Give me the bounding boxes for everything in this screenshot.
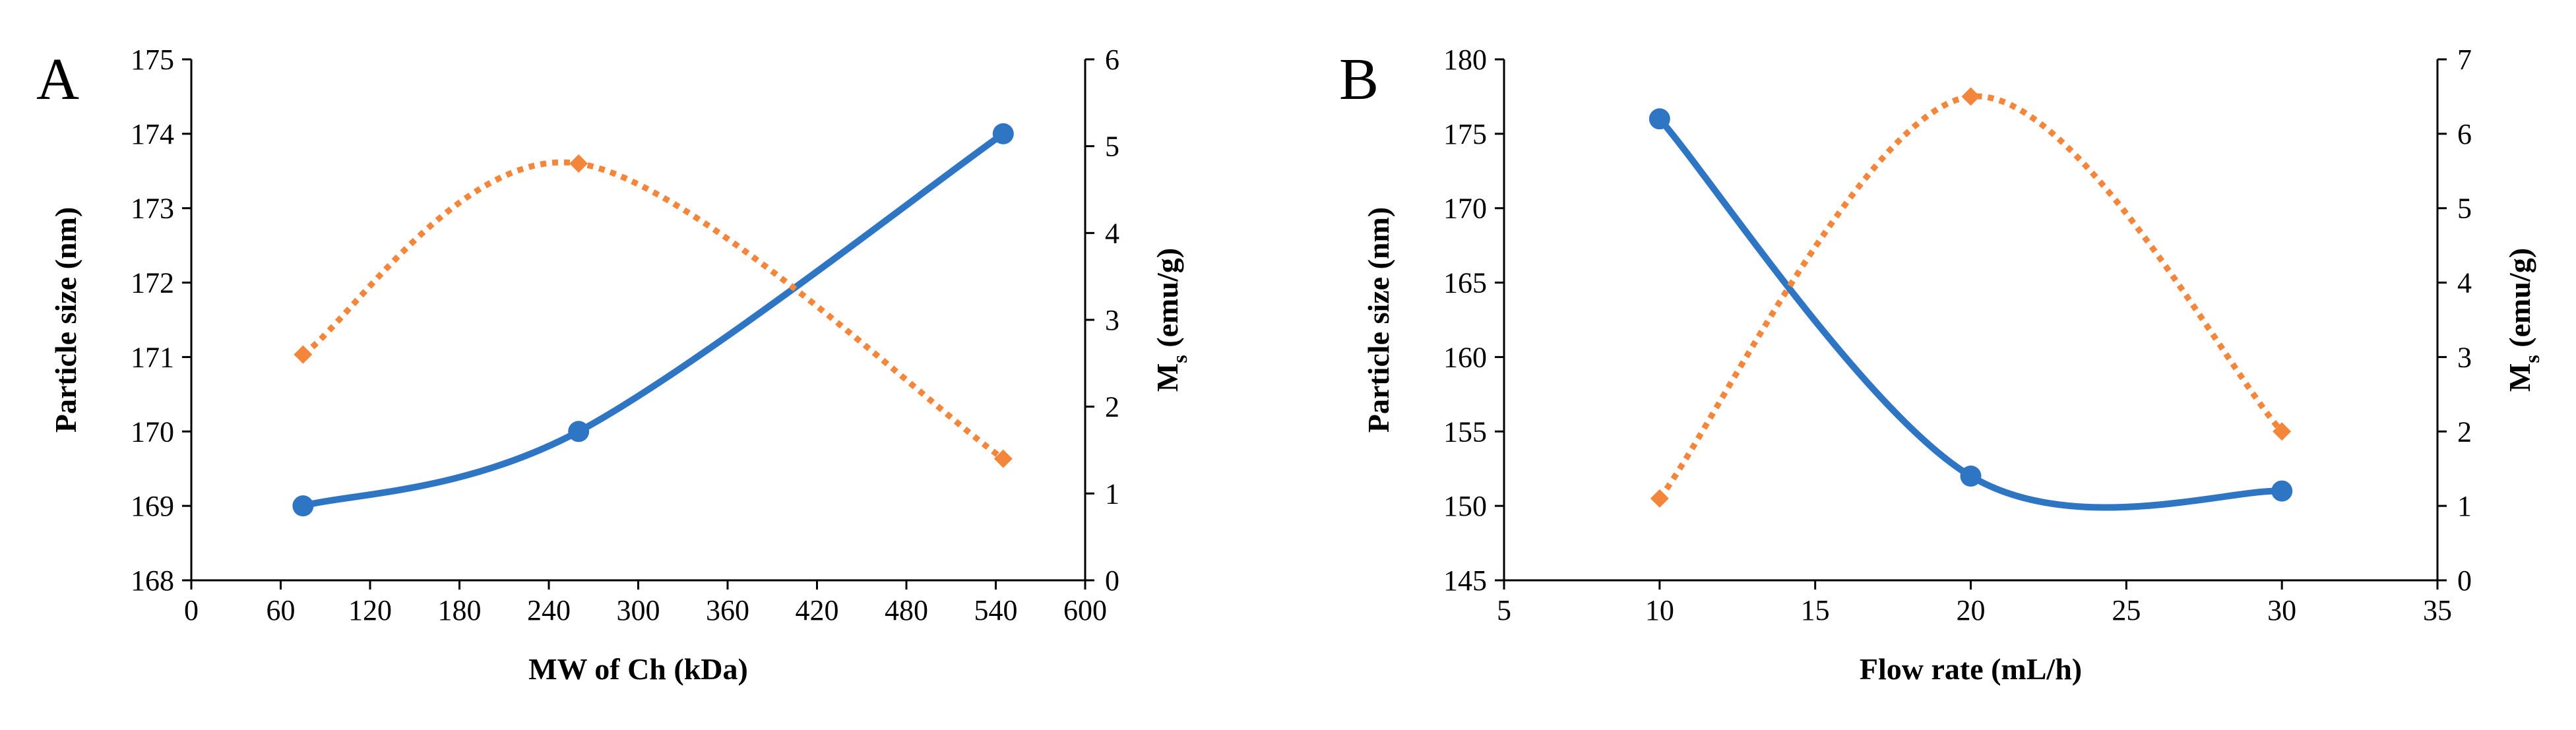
data-point-ms: [1650, 489, 1669, 508]
y-axis-label: Particle size (nm): [1362, 207, 1395, 433]
y2-label-main: M: [2503, 363, 2536, 392]
x-axis-label: MW of Ch (kDa): [528, 652, 748, 686]
x-tick-label: 60: [267, 594, 296, 626]
data-point-particle-size: [992, 123, 1014, 144]
data-point-ms: [294, 345, 313, 364]
data-point-ms: [1961, 87, 1980, 106]
y2-tick-label: 4: [1105, 217, 1119, 249]
x-tick-label: 20: [1957, 594, 1986, 626]
y-tick-label: 150: [1443, 490, 1487, 522]
chart-panel-b: B5 10 15 20 25 30 3514515015516016517017518001…: [1339, 44, 2544, 686]
y2-tick-label: 3: [1105, 304, 1119, 336]
y2-tick-label: 6: [2457, 118, 2472, 150]
x-tick-label: 180: [438, 594, 482, 626]
y-axis-label: Particle size (nm): [49, 207, 82, 433]
y-tick-label: 165: [1443, 267, 1487, 299]
x-tick-label: 15: [1801, 594, 1830, 626]
y2-label-sub: s: [2520, 355, 2544, 363]
data-point-ms: [569, 154, 588, 173]
y-tick-label: 168: [131, 564, 174, 597]
y2-tick-label: 5: [2457, 193, 2472, 225]
y-tick-label: 175: [131, 44, 174, 76]
data-point-particle-size: [1649, 108, 1670, 130]
data-point-ms: [2273, 422, 2292, 441]
data-point-particle-size: [568, 421, 590, 442]
x-axis-label: Flow rate (mL/h): [1860, 652, 2082, 686]
y2-tick-label: 1: [1105, 477, 1119, 510]
y-tick-label: 145: [1443, 564, 1487, 597]
y-tick-label: 170: [131, 415, 174, 448]
x-tick-label: 10: [1645, 594, 1674, 626]
y2-label-sub: s: [1168, 355, 1191, 363]
data-point-ms: [993, 449, 1013, 468]
series-line-ms: [1657, 93, 2284, 501]
y-tick-label: 155: [1443, 415, 1487, 448]
y2-axis-label: Ms (emu/g): [1150, 248, 1191, 392]
y2-axis-label: Ms (emu/g): [2503, 248, 2544, 392]
x-tick-label: 600: [1063, 594, 1107, 626]
x-tick-label: 5: [1497, 594, 1511, 626]
panel-label: A: [36, 47, 79, 112]
y2-label-main: M: [1150, 363, 1184, 392]
y2-tick-label: 5: [1105, 131, 1119, 163]
y2-tick-label: 4: [2457, 267, 2472, 299]
data-point-particle-size: [2271, 480, 2293, 502]
y2-label-units: (emu/g): [1150, 248, 1184, 355]
y-tick-label: 160: [1443, 341, 1487, 373]
x-tick-label: 540: [974, 594, 1018, 626]
series-line-particle-size: [299, 130, 1007, 510]
y-tick-label: 173: [131, 193, 174, 225]
x-tick-label: 30: [2267, 594, 2296, 626]
panel-label: B: [1339, 47, 1379, 112]
y2-tick-label: 1: [2457, 490, 2472, 522]
y-tick-label: 170: [1443, 193, 1487, 225]
series-line-particle-size: [1656, 115, 2286, 511]
x-tick-label: 25: [2112, 594, 2141, 626]
x-tick-label: 420: [796, 594, 839, 626]
y2-tick-label: 2: [1105, 391, 1119, 423]
y2-tick-label: 3: [2457, 341, 2472, 373]
x-tick-label: 480: [885, 594, 928, 626]
x-tick-label: 120: [348, 594, 392, 626]
y-tick-label: 174: [131, 118, 174, 150]
y2-tick-label: 2: [2457, 415, 2472, 448]
data-point-particle-size: [292, 495, 314, 517]
x-tick-label: 300: [617, 594, 660, 626]
chart-panel-a: A0 60 120 180 240 300 360 420 480 540 600168169170…: [36, 44, 1191, 686]
y-tick-label: 169: [131, 490, 174, 522]
y-tick-label: 180: [1443, 44, 1487, 76]
y2-tick-label: 7: [2457, 44, 2472, 76]
series-line-ms: [301, 159, 1005, 462]
y-tick-label: 175: [1443, 118, 1487, 150]
x-tick-label: 240: [527, 594, 571, 626]
x-tick-label: 35: [2423, 594, 2452, 626]
y-tick-label: 172: [131, 267, 174, 299]
y2-tick-label: 0: [1105, 564, 1119, 597]
y2-tick-label: 6: [1105, 44, 1119, 76]
data-point-particle-size: [1960, 466, 1982, 487]
x-tick-label: 0: [184, 594, 199, 626]
y-tick-label: 171: [131, 341, 174, 373]
y2-label-units: (emu/g): [2503, 248, 2536, 355]
x-tick-label: 360: [706, 594, 749, 626]
y2-tick-label: 0: [2457, 564, 2472, 597]
